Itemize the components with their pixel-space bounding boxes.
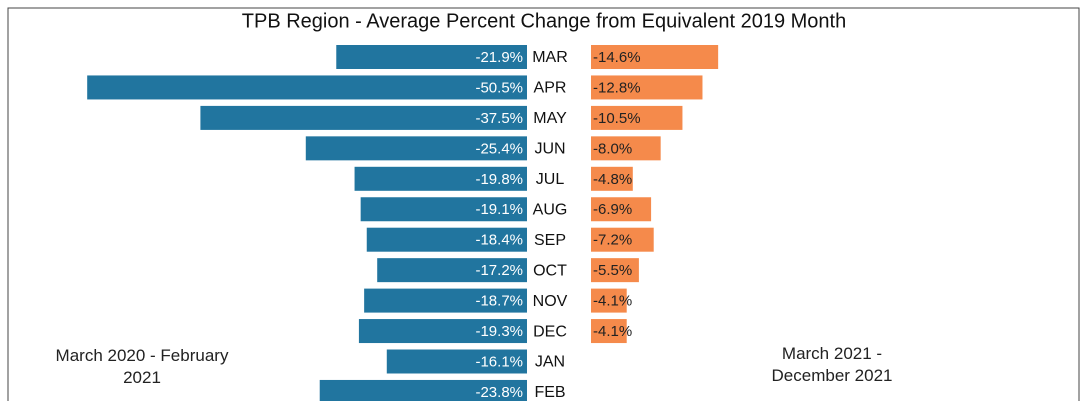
value-label: -16.1% (475, 353, 523, 370)
bar-right (591, 75, 703, 100)
value-label: -21.9% (475, 49, 523, 66)
bar-right (591, 136, 661, 161)
value-label: -7.2% (593, 232, 632, 249)
bar-left (366, 227, 527, 252)
bar-left (200, 105, 527, 130)
value-label: -18.7% (475, 293, 523, 310)
value-label: -19.3% (475, 323, 523, 340)
category-label: JAN (535, 354, 565, 371)
bar-right (591, 105, 683, 130)
value-label: -6.9% (593, 201, 632, 218)
right-period-label: March 2021 - December 2021 (771, 344, 893, 385)
value-label: -19.1% (475, 201, 523, 218)
category-label: OCT (533, 262, 567, 279)
value-label: -25.4% (475, 140, 523, 157)
bar-left (386, 349, 527, 374)
value-label: -19.8% (475, 171, 523, 188)
value-label: -12.8% (593, 79, 641, 96)
value-label: -14.6% (593, 49, 641, 66)
value-label: -4.8% (593, 171, 632, 188)
bar-left (360, 197, 527, 222)
bar-left (358, 319, 527, 344)
value-label: -23.8% (475, 384, 523, 401)
chart-title: TPB Region - Average Percent Change from… (242, 10, 846, 32)
category-label: APR (534, 80, 567, 97)
bar-left (364, 288, 527, 313)
bar-left (377, 258, 527, 283)
value-label: -4.1% (593, 293, 632, 310)
value-label: -17.2% (475, 262, 523, 279)
bar-left (87, 75, 527, 100)
value-label: -37.5% (475, 110, 523, 127)
category-label: MAY (533, 110, 567, 127)
value-label: -5.5% (593, 262, 632, 279)
bar-right (591, 319, 627, 344)
bar-right (591, 166, 633, 191)
bar-left (305, 136, 527, 161)
bar-left (336, 45, 527, 69)
category-label: JUL (536, 171, 565, 188)
value-label: -8.0% (593, 140, 632, 157)
bar-left (354, 166, 527, 191)
category-label: NOV (533, 293, 568, 310)
category-label: FEB (534, 384, 565, 401)
value-label: -18.4% (475, 232, 523, 249)
category-label: AUG (533, 201, 568, 218)
bar-right (591, 227, 654, 252)
left-period-label: March 2020 - February 2021 (55, 346, 229, 387)
value-label: -10.5% (593, 110, 641, 127)
category-label: DEC (533, 323, 567, 340)
bar-right (591, 258, 639, 283)
category-label: MAR (532, 49, 568, 66)
frame (7, 7, 1080, 401)
bar-right (591, 197, 652, 222)
bar-right (591, 288, 627, 313)
bar-left (319, 379, 527, 401)
bar-right (591, 45, 719, 69)
category-label: SEP (534, 232, 566, 249)
value-label: -50.5% (475, 79, 523, 96)
value-label: -4.1% (593, 323, 632, 340)
category-label: JUN (534, 141, 565, 158)
